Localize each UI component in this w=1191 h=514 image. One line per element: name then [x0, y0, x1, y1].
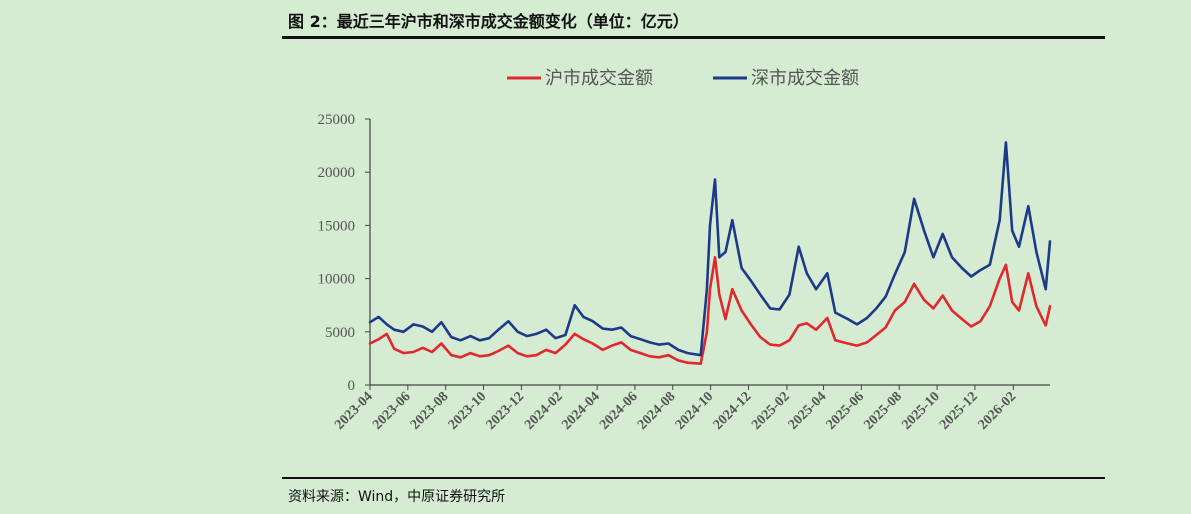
plot-lines	[368, 141, 1052, 366]
x-tick-label: 2025-02	[749, 389, 793, 433]
y-tick-label: 15000	[318, 218, 356, 234]
y-tick-label: 20000	[318, 165, 356, 181]
source-note: 资料来源：Wind，中原证券研究所	[288, 489, 506, 505]
x-tick-label: 2025-10	[899, 389, 943, 433]
y-tick-label: 25000	[318, 112, 356, 128]
x-tick-label: 2025-06	[824, 389, 868, 433]
x-tick-label: 2023-08	[408, 389, 452, 433]
y-tick-label: 5000	[325, 325, 355, 341]
x-tick-label: 2025-12	[937, 389, 981, 433]
y-tick-label: 10000	[318, 272, 356, 288]
series-line-1	[368, 141, 1052, 357]
x-tick-label: 2024-10	[673, 389, 717, 433]
x-tick-label: 2025-04	[786, 389, 830, 433]
x-tick-label: 2024-08	[635, 389, 679, 433]
legend-label-1: 深市成交金额	[751, 68, 859, 89]
x-tick-label: 2023-04	[332, 389, 376, 433]
legend: 沪市成交金额 深市成交金额	[507, 68, 859, 89]
series-line-0	[368, 255, 1052, 366]
x-tick-label: 2024-06	[597, 389, 641, 433]
x-tick-label: 2024-12	[711, 389, 755, 433]
x-tick-label: 2024-02	[522, 389, 566, 433]
y-axis: 0 5000 10000 15000 20000 25000	[318, 112, 371, 394]
legend-label-0: 沪市成交金额	[545, 68, 653, 89]
x-axis: 2023-042023-062023-082023-102023-122024-…	[332, 384, 1050, 433]
x-tick-label: 2024-04	[559, 389, 603, 433]
x-tick-label: 2023-10	[446, 389, 490, 433]
x-tick-label: 2026-02	[976, 389, 1020, 433]
x-tick-label: 2023-12	[484, 389, 528, 433]
bottom-rule	[282, 477, 1105, 479]
x-tick-label: 2025-08	[861, 389, 905, 433]
top-rule	[282, 36, 1105, 39]
x-tick-label: 2023-06	[370, 389, 414, 433]
figure-title: 图 2：最近三年沪市和深市成交金额变化（单位：亿元）	[288, 12, 689, 31]
y-tick-label: 0	[348, 378, 356, 394]
